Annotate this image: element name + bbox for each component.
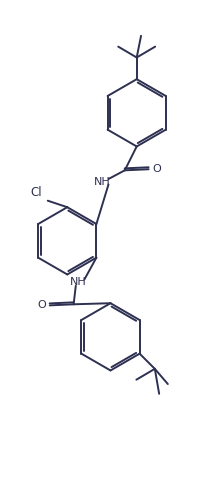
- Text: O: O: [153, 164, 161, 174]
- Text: NH: NH: [94, 177, 110, 187]
- Text: NH: NH: [70, 277, 86, 287]
- Text: Cl: Cl: [31, 186, 42, 198]
- Text: O: O: [37, 300, 46, 311]
